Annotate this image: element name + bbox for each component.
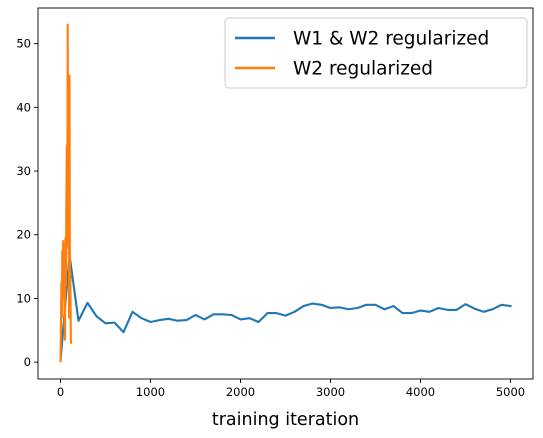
y-tick-label: 10: [16, 291, 31, 305]
legend-label-1: W1 & W2 regularized: [293, 29, 489, 50]
x-tick-label: 4000: [406, 385, 435, 399]
series-line-1: [59, 254, 512, 362]
y-tick-label: 50: [16, 37, 31, 51]
y-tick-label: 40: [16, 100, 31, 114]
x-axis-label: training iteration: [212, 410, 359, 430]
x-tick-label: 5000: [496, 385, 525, 399]
series-line-2: [59, 23, 73, 362]
y-tick-label: 20: [16, 228, 31, 242]
legend-box: [224, 17, 528, 89]
series-lines: [59, 23, 512, 362]
legend: W1 & W2 regularized W2 regularized: [224, 17, 528, 89]
y-axis-ticks: 0 10 20 30 40 50: [16, 37, 38, 369]
x-axis-ticks: 0 1000 2000 3000 4000 5000: [57, 379, 525, 399]
y-tick-label: 0: [24, 355, 31, 369]
y-tick-label: 30: [16, 164, 31, 178]
x-tick-label: 1000: [136, 385, 165, 399]
x-tick-label: 0: [57, 385, 64, 399]
legend-label-2: W2 regularized: [293, 59, 433, 80]
x-tick-label: 3000: [316, 385, 345, 399]
x-tick-label: 2000: [226, 385, 255, 399]
plot-frame: [37, 7, 534, 380]
